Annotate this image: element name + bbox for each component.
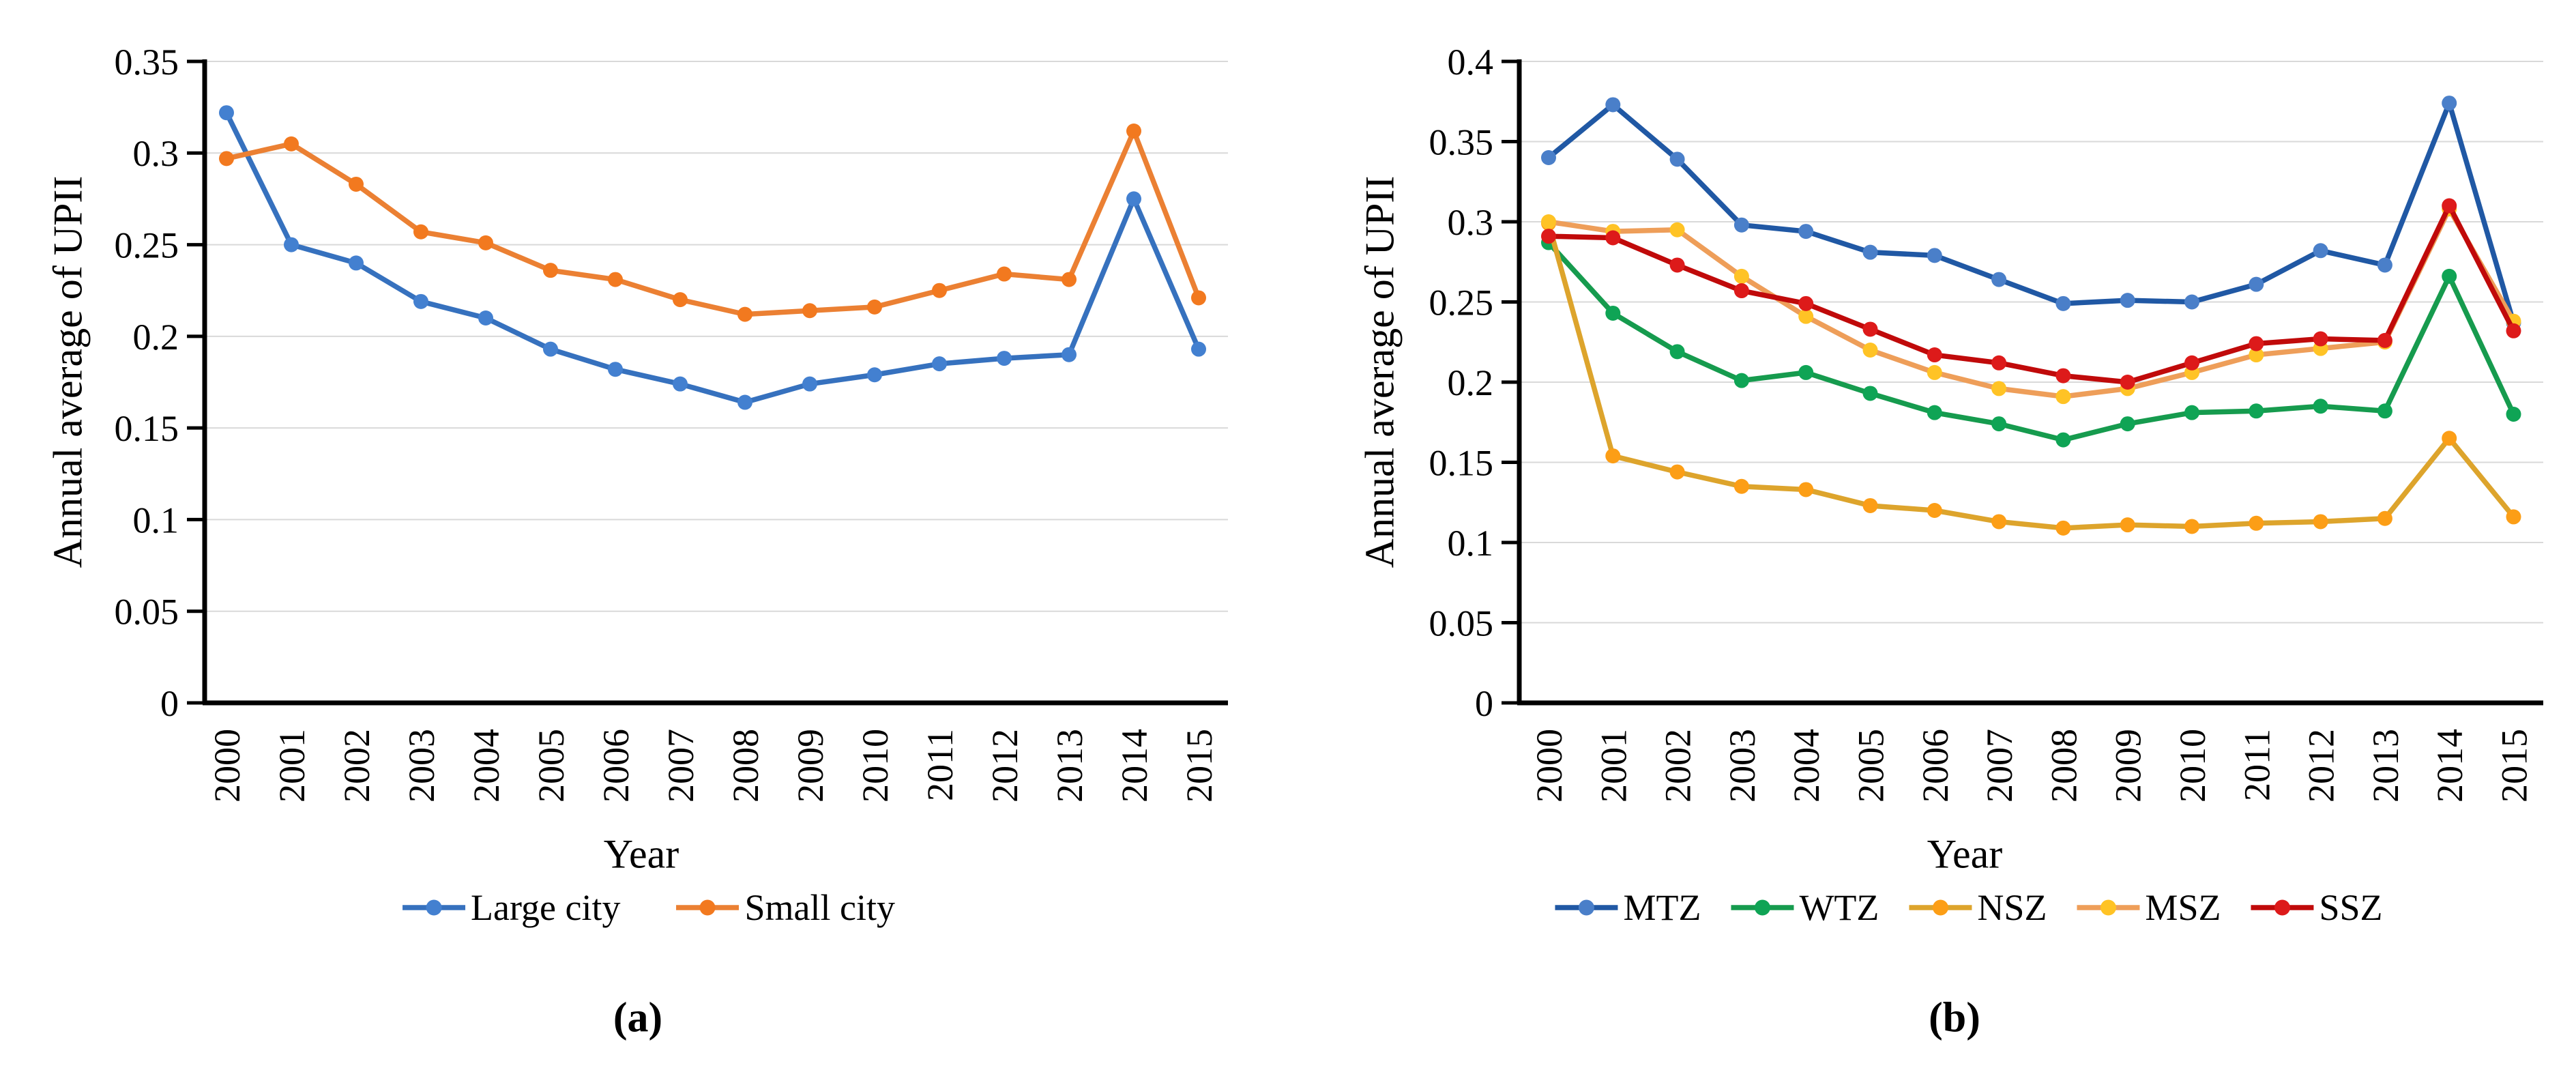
wtz-swatch-icon xyxy=(1731,899,1794,916)
ssz-swatch-icon xyxy=(2251,899,2314,916)
svg-text:2004: 2004 xyxy=(1786,729,1827,803)
svg-text:0.35: 0.35 xyxy=(1429,121,1494,162)
svg-text:2006: 2006 xyxy=(1915,729,1956,803)
svg-text:0.05: 0.05 xyxy=(115,592,179,633)
svg-text:0.4: 0.4 xyxy=(1448,42,1494,83)
svg-text:2013: 2013 xyxy=(1049,729,1090,803)
svg-text:0.1: 0.1 xyxy=(1448,523,1494,564)
svg-text:0.15: 0.15 xyxy=(1429,442,1494,483)
svg-text:2009: 2009 xyxy=(2108,729,2149,803)
svg-text:2003: 2003 xyxy=(401,729,442,803)
chart-b-plot: 0 0.05 0.1 0.15 0.2 0.25 0.3 0.35 0.4 2000 2001 200… xyxy=(1429,42,2543,803)
svg-text:2010: 2010 xyxy=(2172,729,2213,803)
svg-text:2012: 2012 xyxy=(2301,729,2342,803)
legend-item-large-city: Large city xyxy=(401,886,620,929)
chart-b-x-axis-title: Year xyxy=(1927,831,2003,877)
legend-label: WTZ xyxy=(1799,887,1879,928)
legend-label: MSZ xyxy=(2145,887,2221,928)
svg-text:2009: 2009 xyxy=(790,729,831,803)
svg-text:0.3: 0.3 xyxy=(133,133,179,174)
svg-text:0.15: 0.15 xyxy=(115,408,179,449)
svg-text:0.1: 0.1 xyxy=(133,500,179,540)
svg-text:2002: 2002 xyxy=(336,729,377,803)
svg-text:0.25: 0.25 xyxy=(1429,282,1494,323)
chart-b-y-axis-title: Annual average of UPII xyxy=(1357,175,1403,568)
svg-text:0.3: 0.3 xyxy=(1448,202,1494,243)
svg-text:0: 0 xyxy=(1475,683,1493,724)
svg-text:2002: 2002 xyxy=(1658,729,1699,803)
legend-label: MTZ xyxy=(1623,887,1701,928)
svg-text:2014: 2014 xyxy=(2429,729,2470,803)
legend-item-mtz: MTZ xyxy=(1553,886,1701,929)
svg-text:2011: 2011 xyxy=(920,729,961,801)
svg-text:2015: 2015 xyxy=(1179,729,1220,803)
svg-text:2008: 2008 xyxy=(2043,729,2084,803)
svg-text:2014: 2014 xyxy=(1114,729,1155,803)
svg-text:2001: 2001 xyxy=(272,729,312,803)
legend-label: Small city xyxy=(744,887,895,928)
svg-text:2015: 2015 xyxy=(2494,729,2535,803)
svg-text:0: 0 xyxy=(160,683,179,724)
svg-text:2004: 2004 xyxy=(466,729,507,803)
legend-label: Large city xyxy=(471,887,621,928)
legend-label: SSZ xyxy=(2319,887,2383,928)
svg-text:2010: 2010 xyxy=(855,729,896,803)
svg-text:2011: 2011 xyxy=(2236,729,2277,801)
legend-item-ssz: SSZ xyxy=(2249,886,2383,929)
svg-text:0.05: 0.05 xyxy=(1429,603,1494,644)
legend-item-nsz: NSZ xyxy=(1907,886,2047,929)
svg-text:0.25: 0.25 xyxy=(115,225,179,265)
svg-text:2007: 2007 xyxy=(660,729,701,803)
chart-a-x-axis-title: Year xyxy=(603,831,679,877)
chart-a-caption: (a) xyxy=(613,994,663,1041)
svg-text:2007: 2007 xyxy=(1979,729,2020,803)
svg-text:2012: 2012 xyxy=(984,729,1025,803)
chart-a-y-axis-title: Annual average of UPII xyxy=(45,175,91,568)
chart-a-plot: 0 0.05 0.1 0.15 0.2 0.25 0.3 0.35 2000 2001 2002 20… xyxy=(115,42,1228,803)
svg-text:0.35: 0.35 xyxy=(115,42,179,83)
svg-text:2005: 2005 xyxy=(1851,729,1892,803)
legend-item-wtz: WTZ xyxy=(1729,886,1879,929)
chart-a-legend: Large city Small city xyxy=(401,886,895,929)
svg-text:2006: 2006 xyxy=(596,729,636,803)
svg-text:2013: 2013 xyxy=(2365,729,2406,803)
svg-text:0.2: 0.2 xyxy=(133,317,179,358)
svg-text:2000: 2000 xyxy=(1529,729,1570,803)
legend-label: NSZ xyxy=(1977,887,2047,928)
chart-b-legend: MTZ WTZ NSZ MSZ xyxy=(1553,886,2383,929)
chart-b-caption: (b) xyxy=(1929,994,1980,1041)
nsz-swatch-icon xyxy=(1909,899,1972,916)
large-city-swatch-icon xyxy=(402,899,466,916)
mtz-swatch-icon xyxy=(1555,899,1618,916)
legend-item-small-city: Small city xyxy=(675,886,895,929)
svg-text:2001: 2001 xyxy=(1593,729,1634,803)
svg-text:2000: 2000 xyxy=(207,729,248,803)
small-city-swatch-icon xyxy=(676,899,740,916)
svg-text:2003: 2003 xyxy=(1722,729,1763,803)
msz-swatch-icon xyxy=(2077,899,2140,916)
svg-text:2008: 2008 xyxy=(725,729,766,803)
svg-text:0.2: 0.2 xyxy=(1448,362,1494,403)
legend-item-msz: MSZ xyxy=(2075,886,2221,929)
svg-text:2005: 2005 xyxy=(531,729,572,803)
